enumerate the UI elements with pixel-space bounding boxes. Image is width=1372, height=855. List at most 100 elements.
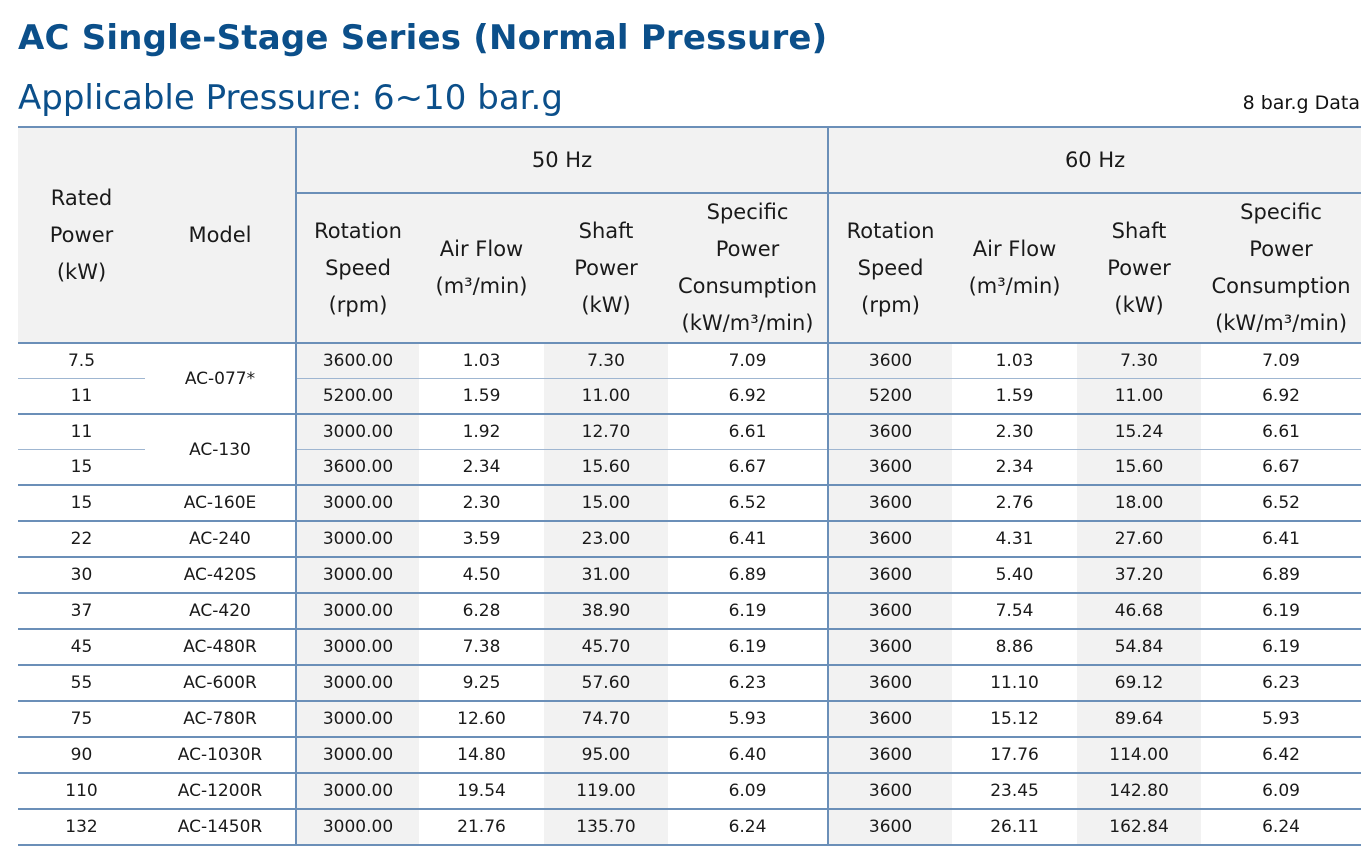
cell-rated-power: 11 [18, 378, 145, 415]
cell-f60: 1.03 [952, 343, 1078, 379]
cell-s60: 69.12 [1077, 665, 1202, 702]
cell-r50: 3000.00 [296, 593, 419, 630]
cell-s50: 74.70 [544, 701, 668, 738]
cell-r60: 5200 [827, 378, 953, 415]
cell-f50: 1.92 [419, 414, 544, 450]
header-air-flow-50: Air Flow (m³/min) [419, 193, 544, 343]
cell-p60: 6.61 [1201, 414, 1362, 450]
cell-model: AC-1030R [145, 737, 297, 774]
cell-s60: 15.60 [1077, 449, 1202, 486]
header-60hz: 60 Hz [827, 127, 1362, 194]
cell-r60: 3600 [827, 737, 953, 774]
header-rotation-speed-60: Rotation Speed (rpm) [827, 193, 953, 343]
cell-rated-power: 55 [18, 665, 145, 702]
cell-r60: 3600 [827, 701, 953, 738]
cell-f60: 2.30 [952, 414, 1078, 450]
cell-r50: 3000.00 [296, 521, 419, 558]
table-row: 132 AC-1450R 3000.00 21.76 135.70 6.24 3600 26.… [18, 809, 1362, 846]
cell-r60: 3600 [827, 557, 953, 594]
cell-s50: 119.00 [544, 773, 668, 810]
cell-r50: 3000.00 [296, 485, 419, 522]
cell-p50: 6.24 [668, 809, 829, 846]
cell-r50: 5200.00 [296, 378, 419, 415]
cell-f50: 21.76 [419, 809, 544, 846]
cell-p50: 6.61 [668, 414, 829, 450]
header-shaft-power-50: Shaft Power (kW) [544, 193, 668, 343]
cell-s50: 95.00 [544, 737, 668, 774]
table-row: 30 AC-420S 3000.00 4.50 31.00 6.89 3600 5.40 37.… [18, 557, 1362, 594]
cell-r60: 3600 [827, 629, 953, 666]
cell-r50: 3000.00 [296, 809, 419, 846]
cell-rated-power: 15 [18, 449, 145, 486]
cell-f60: 8.86 [952, 629, 1078, 666]
cell-r50: 3600.00 [296, 343, 419, 379]
cell-rated-power: 132 [18, 809, 145, 846]
cell-rated-power: 11 [18, 414, 145, 450]
cell-p60: 6.24 [1201, 809, 1362, 846]
cell-s60: 54.84 [1077, 629, 1202, 666]
cell-p60: 6.23 [1201, 665, 1362, 702]
header-air-flow-60: Air Flow (m³/min) [952, 193, 1078, 343]
cell-r50: 3600.00 [296, 449, 419, 486]
cell-s50: 15.60 [544, 449, 668, 486]
table-row: 22 AC-240 3000.00 3.59 23.00 6.41 3600 4.31 27.6… [18, 521, 1362, 558]
cell-s60: 162.84 [1077, 809, 1202, 846]
spec-table: Rated Power (kW) Model 50 Hz 60 Hz Rotatio… [18, 126, 1362, 846]
cell-r50: 3000.00 [296, 737, 419, 774]
cell-s60: 142.80 [1077, 773, 1202, 810]
cell-p60: 6.19 [1201, 593, 1362, 630]
table-row: 11 AC-130 3000.00 1.92 12.70 6.61 3600 2.30 15.2… [18, 414, 1362, 486]
header-shaft-power-60: Shaft Power (kW) [1077, 193, 1202, 343]
cell-model: AC-480R [145, 629, 297, 666]
cell-f60: 7.54 [952, 593, 1078, 630]
cell-model: AC-420 [145, 593, 297, 630]
cell-s50: 15.00 [544, 485, 668, 522]
table-row: 7.5 AC-077* 3600.00 1.03 7.30 7.09 3600 1.03 7.3… [18, 343, 1362, 415]
cell-rated-power: 22 [18, 521, 145, 558]
cell-f50: 1.03 [419, 343, 544, 379]
cell-model: AC-1200R [145, 773, 297, 810]
data-basis-note: 8 bar.g Data [1242, 92, 1360, 114]
table-row: 110 AC-1200R 3000.00 19.54 119.00 6.09 3600 23.… [18, 773, 1362, 810]
cell-rated-power: 37 [18, 593, 145, 630]
cell-p60: 6.42 [1201, 737, 1362, 774]
cell-f60: 2.76 [952, 485, 1078, 522]
cell-p60: 5.93 [1201, 701, 1362, 738]
cell-f50: 1.59 [419, 378, 544, 415]
cell-s60: 18.00 [1077, 485, 1202, 522]
cell-rated-power: 7.5 [18, 343, 145, 379]
cell-s60: 89.64 [1077, 701, 1202, 738]
cell-model: AC-600R [145, 665, 297, 702]
cell-p60: 7.09 [1201, 343, 1362, 379]
cell-f50: 19.54 [419, 773, 544, 810]
cell-s50: 57.60 [544, 665, 668, 702]
cell-r60: 3600 [827, 593, 953, 630]
cell-rated-power: 110 [18, 773, 145, 810]
header-50hz: 50 Hz [296, 127, 829, 194]
cell-model: AC-1450R [145, 809, 297, 846]
cell-p60: 6.19 [1201, 629, 1362, 666]
cell-rated-power: 15 [18, 485, 145, 522]
cell-r60: 3600 [827, 665, 953, 702]
cell-p60: 6.09 [1201, 773, 1362, 810]
cell-f50: 12.60 [419, 701, 544, 738]
cell-s50: 38.90 [544, 593, 668, 630]
cell-s50: 11.00 [544, 378, 668, 415]
cell-model: AC-780R [145, 701, 297, 738]
cell-s50: 135.70 [544, 809, 668, 846]
cell-s60: 11.00 [1077, 378, 1202, 415]
cell-s50: 12.70 [544, 414, 668, 450]
cell-s50: 45.70 [544, 629, 668, 666]
cell-p50: 6.41 [668, 521, 829, 558]
cell-f50: 2.34 [419, 449, 544, 486]
cell-f60: 11.10 [952, 665, 1078, 702]
cell-p60: 6.67 [1201, 449, 1362, 486]
header-specific-power-60: Specific Power Consumption (kW/m³/min) [1201, 193, 1362, 343]
cell-f60: 2.34 [952, 449, 1078, 486]
cell-f60: 23.45 [952, 773, 1078, 810]
cell-s60: 37.20 [1077, 557, 1202, 594]
table-row: 75 AC-780R 3000.00 12.60 74.70 5.93 3600 15.12 8… [18, 701, 1362, 738]
cell-f60: 15.12 [952, 701, 1078, 738]
spec-table-body: 7.5 AC-077* 3600.00 1.03 7.30 7.09 3600 1.03 7.3… [18, 343, 1362, 846]
cell-p50: 6.92 [668, 378, 829, 415]
